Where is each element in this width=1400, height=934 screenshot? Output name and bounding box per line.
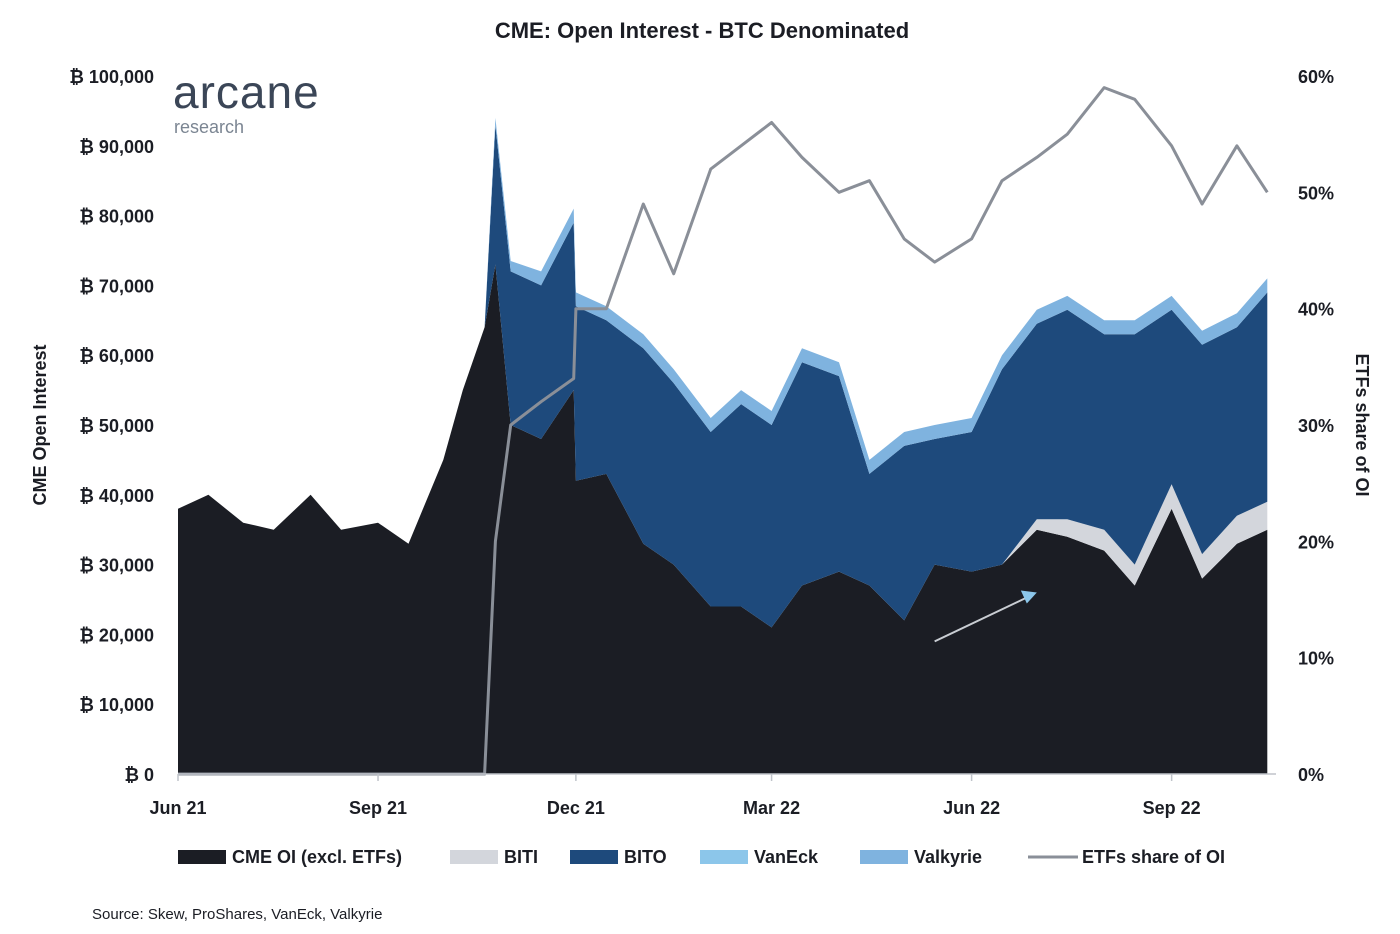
source-note: Source: Skew, ProShares, VanEck, Valkyri… bbox=[92, 906, 382, 923]
legend-label: ETFs share of OI bbox=[1082, 847, 1225, 867]
logo-wordmark: arcane bbox=[173, 66, 320, 118]
x-tick-label: Mar 22 bbox=[743, 798, 800, 818]
legend-label: Valkyrie bbox=[914, 847, 982, 867]
legend-label: VanEck bbox=[754, 847, 819, 867]
chart-title: CME: Open Interest - BTC Denominated bbox=[495, 18, 909, 43]
y-tick-label: ₿ 40,000 bbox=[79, 486, 154, 506]
y-tick-label: ₿ 20,000 bbox=[79, 625, 154, 645]
y-tick-label: ₿ 70,000 bbox=[79, 276, 154, 296]
legend-item: VanEck bbox=[700, 847, 819, 867]
y-tick-label: ₿ 30,000 bbox=[79, 556, 154, 576]
legend-item: CME OI (excl. ETFs) bbox=[178, 847, 402, 867]
series-area-bito bbox=[178, 124, 1268, 628]
legend-label: BITI bbox=[504, 847, 538, 867]
y2-tick-label: 50% bbox=[1298, 183, 1334, 203]
legend-swatch bbox=[700, 850, 748, 864]
annotation-arrow-shaft bbox=[934, 596, 1028, 643]
x-tick-label: Jun 21 bbox=[149, 798, 206, 818]
x-tick-label: Sep 22 bbox=[1143, 798, 1201, 818]
y2-axis-title: ETFs share of OI bbox=[1352, 353, 1372, 496]
legend-item: BITI bbox=[450, 847, 538, 867]
legend-label: CME OI (excl. ETFs) bbox=[232, 847, 402, 867]
y-tick-label: ₿ 0 bbox=[124, 765, 154, 785]
logo-subtitle: research bbox=[174, 117, 244, 137]
x-axis-ticks: Jun 21 Sep 21 Dec 21 Mar 22 Jun 22 Sep 22 bbox=[149, 774, 1201, 818]
legend-item: ETFs share of OI bbox=[1028, 847, 1225, 867]
y2-axis-ticks: 0% 10% 20% 30% 40% 50% 60% bbox=[1298, 67, 1334, 785]
legend-item: Valkyrie bbox=[860, 847, 982, 867]
y2-tick-label: 0% bbox=[1298, 765, 1324, 785]
y-tick-label: ₿ 60,000 bbox=[79, 346, 154, 366]
y-tick-label: ₿ 100,000 bbox=[69, 67, 154, 87]
annotation-arrow bbox=[934, 590, 1037, 643]
y2-tick-label: 20% bbox=[1298, 532, 1334, 552]
x-tick-label: Dec 21 bbox=[547, 798, 605, 818]
y-axis-ticks: ₿ 0 ₿ 10,000 ₿ 20,000 ₿ 30,000 ₿ 40,000 ₿ 50,… bbox=[69, 67, 154, 785]
legend-swatch bbox=[178, 850, 226, 864]
y2-tick-label: 60% bbox=[1298, 67, 1334, 87]
annotation-arrow-head bbox=[1020, 590, 1037, 604]
y-tick-label: ₿ 10,000 bbox=[79, 695, 154, 715]
y-tick-label: ₿ 50,000 bbox=[79, 416, 154, 436]
y2-tick-label: 10% bbox=[1298, 649, 1334, 669]
legend-swatch bbox=[570, 850, 618, 864]
plot-areas bbox=[178, 117, 1268, 774]
legend-label: BITO bbox=[624, 847, 667, 867]
legend-swatch bbox=[860, 850, 908, 864]
y2-tick-label: 40% bbox=[1298, 300, 1334, 320]
legend: CME OI (excl. ETFs) BITI BITO VanEck Valkyri… bbox=[178, 847, 1225, 867]
logo: arcane research bbox=[173, 66, 320, 137]
legend-item: BITO bbox=[570, 847, 667, 867]
x-tick-label: Sep 21 bbox=[349, 798, 407, 818]
legend-swatch bbox=[450, 850, 498, 864]
x-tick-label: Jun 22 bbox=[943, 798, 1000, 818]
y-axis-title: CME Open Interest bbox=[30, 344, 50, 505]
series-area-cme-oi-excl-etfs bbox=[178, 264, 1268, 774]
y2-tick-label: 30% bbox=[1298, 416, 1334, 436]
y-tick-label: ₿ 90,000 bbox=[79, 137, 154, 157]
y-tick-label: ₿ 80,000 bbox=[79, 207, 154, 227]
